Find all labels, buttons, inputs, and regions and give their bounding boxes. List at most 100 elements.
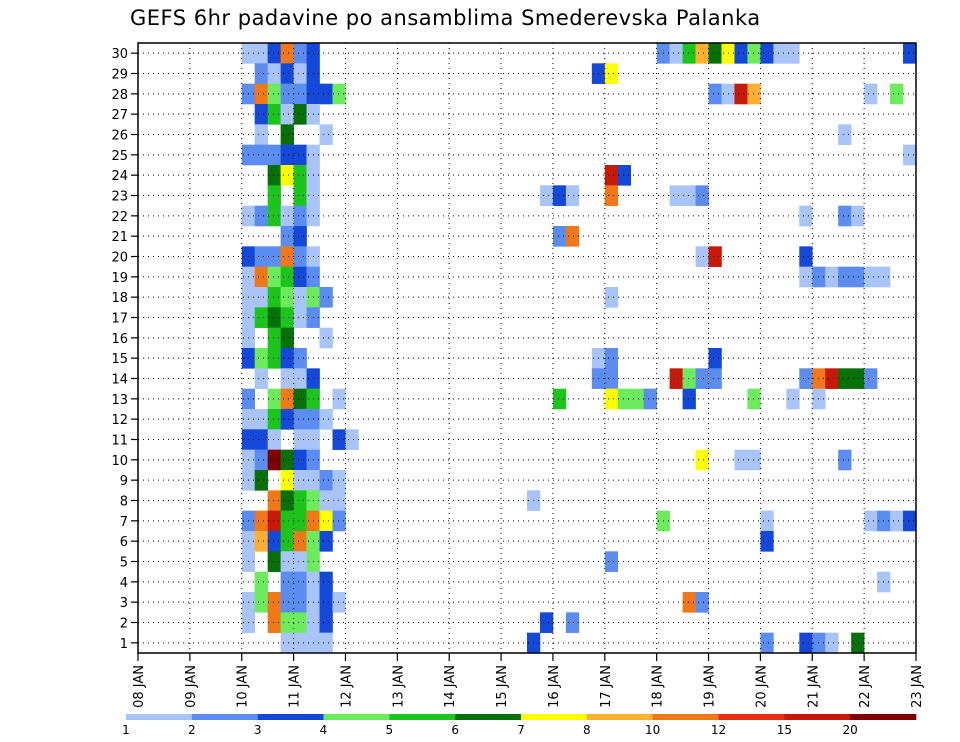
colorbar-segment <box>389 714 456 720</box>
heatmap-cell <box>708 83 722 105</box>
heatmap-cell <box>293 165 307 186</box>
heatmap-cell <box>319 531 333 552</box>
heatmap-cell <box>267 388 281 410</box>
heatmap-cell <box>786 43 800 64</box>
heatmap-cell <box>332 490 346 511</box>
heatmap-cell <box>565 612 580 633</box>
x-tick-label: 17 JAN <box>599 665 614 708</box>
heatmap-cell <box>280 226 294 247</box>
heatmap-cell <box>267 510 281 532</box>
heatmap-cell <box>267 246 281 267</box>
colorbar-segment <box>191 714 258 720</box>
heatmap-cell <box>630 388 644 410</box>
heatmap-cell <box>280 551 294 572</box>
heatmap-cell <box>267 43 281 64</box>
heatmap-cell <box>617 388 632 410</box>
heatmap-cell <box>851 368 865 389</box>
heatmap-cell <box>552 185 567 206</box>
heatmap-cell <box>280 490 294 511</box>
heatmap-cell <box>293 612 307 633</box>
heatmap-cell <box>332 592 346 613</box>
heatmap-cell <box>254 348 268 369</box>
heatmap-cell <box>280 612 294 633</box>
x-tick-label: 20 JAN <box>754 665 769 708</box>
heatmap-cell <box>280 449 294 471</box>
y-tick-label: 19 <box>111 271 128 286</box>
heatmap-cell <box>293 226 307 247</box>
heatmap-cell <box>267 165 281 186</box>
heatmap-cell <box>669 368 683 389</box>
heatmap-cell <box>267 144 281 166</box>
heatmap-cell <box>695 449 709 471</box>
y-tick-label: 29 <box>111 68 128 83</box>
colorbar-segment <box>455 714 522 720</box>
heatmap-cell <box>267 429 281 450</box>
x-tick-label: 14 JAN <box>443 665 458 708</box>
heatmap-cell <box>747 83 761 105</box>
heatmap-cell <box>254 144 268 166</box>
y-tick-label: 2 <box>120 617 128 632</box>
heatmap-cell <box>838 266 852 288</box>
heatmap-cell <box>280 510 294 532</box>
heatmap-cell <box>864 510 878 532</box>
heatmap-cell <box>708 43 722 64</box>
heatmap-cell <box>319 632 333 654</box>
heatmap-cell <box>708 368 722 389</box>
heatmap-cell <box>319 83 333 105</box>
heatmap-cell <box>332 510 346 532</box>
heatmap-cell <box>280 348 294 369</box>
heatmap-cell <box>293 246 307 267</box>
heatmap-cell <box>293 490 307 511</box>
heatmap-cell <box>254 409 268 430</box>
heatmap-cell <box>267 205 281 227</box>
heatmap-cell <box>254 592 268 613</box>
heatmap-cell <box>604 368 619 389</box>
y-tick-label: 11 <box>111 434 128 449</box>
heatmap-cell <box>293 43 307 64</box>
colorbar-segment <box>850 714 917 720</box>
x-tick-label: 19 JAN <box>703 665 718 708</box>
heatmap-cell <box>280 287 294 308</box>
colorbar-label: 3 <box>254 723 262 737</box>
heatmap-cell <box>293 388 307 410</box>
heatmap-cell <box>254 470 268 491</box>
heatmap-cell <box>293 429 307 450</box>
x-tick-label: 10 JAN <box>236 665 251 708</box>
heatmap-cell <box>825 368 839 389</box>
heatmap-cell <box>267 531 281 552</box>
heatmap-cell <box>280 144 294 166</box>
y-axis: 1234567891011121314151617181920212223242… <box>111 47 138 652</box>
heatmap-cell <box>864 368 878 389</box>
heatmap-cell <box>332 83 346 105</box>
colorbar-segment <box>784 714 851 720</box>
heatmap-cell <box>903 43 917 64</box>
heatmap-cell <box>267 307 281 328</box>
x-axis: 08 JAN 09 JAN 10 JAN 11 JAN 12 JAN 13 JAN 14 J… <box>132 653 925 708</box>
y-tick-label: 22 <box>111 210 128 225</box>
heatmap-cell <box>254 205 268 227</box>
heatmap-cell <box>708 246 722 267</box>
heatmap-cell <box>734 43 748 64</box>
heatmap-cell <box>254 510 268 532</box>
heatmap-cell <box>267 490 281 511</box>
y-tick-label: 17 <box>111 312 128 327</box>
heatmap-cell <box>254 287 268 308</box>
heatmap-cell <box>280 368 294 389</box>
colorbar: 1 2 3 4 5 6 7 8 10 12 15 20 <box>122 714 917 737</box>
heatmap-cell <box>838 124 852 145</box>
heatmap-cell <box>604 348 619 369</box>
heatmap-cell <box>293 144 307 166</box>
heatmap-cell <box>838 205 852 227</box>
heatmap-cell <box>539 185 554 206</box>
heatmap-cell <box>332 388 346 410</box>
heatmap-cell <box>838 449 852 471</box>
heatmap-cell <box>293 83 307 105</box>
x-tick-label: 18 JAN <box>651 665 666 708</box>
heatmap-cell <box>280 205 294 227</box>
x-tick-label: 11 JAN <box>288 665 303 708</box>
heatmap-cell <box>695 43 709 64</box>
heatmap-cell <box>293 571 307 593</box>
heatmap-cell <box>254 429 268 450</box>
heatmap-cell <box>280 531 294 552</box>
